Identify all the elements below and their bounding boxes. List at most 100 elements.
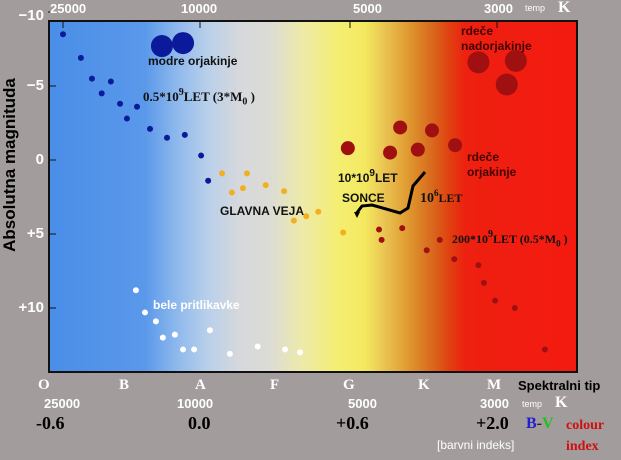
bv-tick: 0.0 [188,413,211,433]
age-exp: 9 [178,87,184,98]
temp-unit: K [558,0,571,16]
age-rest: LET [438,191,463,205]
spectral-type: F [270,377,280,393]
red-giants-star [495,73,518,96]
top-temp-tick: 5000 [353,1,382,16]
label-white-dwarfs: bele pritlikavke [153,298,240,312]
bottom-temp-tick: 3000 [480,396,509,411]
spectral-type: A [195,377,206,393]
top-temp-tick: 3000 [484,1,513,16]
bottom-temp-tick: 10000 [177,396,214,411]
plot-area [48,20,578,373]
red-dwarfs-star [511,305,518,311]
red-dwarfs-star [475,262,482,269]
line: nadorjakinje [461,39,532,53]
spectral-label: Spektralni tip [518,378,601,393]
y-tick: +5 [26,225,44,242]
blue-star [88,75,95,82]
blue-star [172,32,195,55]
red-dwarfs-star [423,247,430,254]
age-text: 10*10 [338,171,370,185]
label-sun: SONCE [342,191,385,205]
label-blue-age: 0.5*109LET (3*M0 ) [143,87,255,108]
sun-arrow-icon [354,212,360,218]
red-dwarfs-star [480,279,487,286]
blue-star [198,152,205,159]
blue-star [60,31,66,38]
yellow-star [340,229,347,236]
bottom-temp-tick: 25000 [44,396,81,411]
blue-star [98,90,105,97]
white-dwarfs-star [141,309,148,316]
bv-tick: +0.6 [336,413,369,433]
white-dwarfs-star [132,287,139,294]
blue-star [163,134,170,141]
bv-tick: +2.0 [476,413,509,433]
age-rest: LET (0.5*M [493,232,557,246]
white-dwarfs-star [180,346,187,353]
label-main-sequence: GLAVNA VEJA [220,204,305,218]
white-dwarfs-star [296,349,303,356]
red-dwarfs-star [399,225,406,232]
white-dwarfs-star [152,318,159,325]
red-giants-star [383,145,398,160]
label-sun-age: 10*109LET [338,168,398,186]
white-dwarfs-star [226,350,233,357]
age-exp: 9 [369,168,375,179]
y-tick: 0 [35,151,44,168]
top-temp-tick: 10000 [181,1,218,16]
blue-star [77,54,84,61]
white-dwarfs-star [191,346,198,353]
spectral-type: M [487,377,502,393]
blue-star [134,103,141,110]
red-dwarfs-star [378,236,385,243]
blue-star [205,177,212,184]
age-rest: LET [374,171,398,185]
bottom-temp-tick: 5000 [348,396,377,411]
white-dwarfs-star [254,343,261,350]
label-blue-giants: modre orjakinje [148,54,238,68]
blue-star [107,78,114,85]
age-end: ) [250,89,255,104]
y-tick: +10 [18,299,44,316]
yellow-star [315,208,322,215]
white-dwarfs-star [171,331,178,338]
line: rdeče [467,150,500,164]
red-giants-star [448,138,463,153]
yellow-star [219,170,226,177]
white-dwarfs-star [159,334,166,341]
bv-dash: - [536,415,542,432]
age-rest: LET (3*M [183,89,243,104]
label-red-giants: rdeče orjakinje [467,150,516,180]
white-dwarfs-star [282,346,289,353]
blue-star [123,115,130,122]
age-sub: 0 [242,96,248,108]
blue-star [117,100,124,107]
yellow-star [243,170,250,177]
yellow-star [290,217,297,224]
spectral-type: K [418,377,430,393]
age-exp: 6 [434,188,439,198]
bv-v: V [542,415,554,432]
age-end: ) [563,232,568,246]
sun-evolution-track [354,171,427,215]
top-temp-tick: 25000 [50,1,87,16]
age-sub: 0 [556,238,561,249]
yellow-star [262,182,269,189]
blue-star [181,131,188,138]
red-giants-star [410,142,425,157]
spectral-type: B [119,377,130,393]
line: orjakinje [467,165,517,179]
label-red-age: 200*109LET (0.5*M0 ) [452,230,568,249]
temp-unit-small: temp [522,399,543,409]
line: rdeče [461,24,494,38]
red-dwarfs-star [436,236,443,243]
bv-label: B-V [526,415,554,433]
age-text: 0.5*10 [143,89,179,104]
red-giants-star [504,49,527,72]
yellow-star [303,213,310,220]
y-tick: −5 [26,77,44,94]
yellow-star [228,189,235,196]
y-tick: −10 [18,7,44,24]
